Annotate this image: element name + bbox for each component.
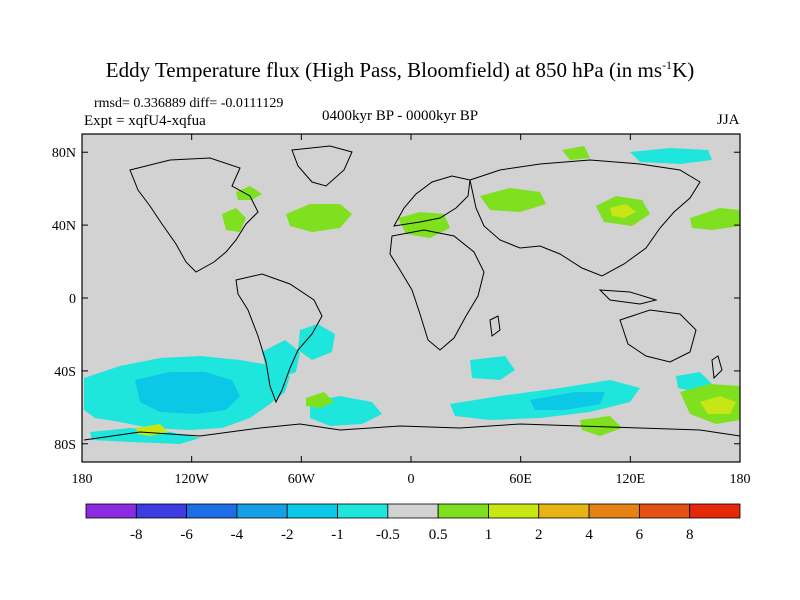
colorbar-label: 1: [485, 527, 493, 543]
lat-label: 80N: [52, 146, 76, 161]
colorbar-label: -1: [331, 527, 344, 543]
figure-title: Eddy Temperature flux (High Pass, Bloomf…: [105, 58, 695, 82]
positive-region-greenland: [236, 186, 262, 200]
negative-region-arctic-asia: [630, 148, 712, 164]
latitude-labels: 80N 40N 0 40S 80S: [52, 146, 76, 453]
period-line: 0400kyr BP - 0000kyr BP: [322, 108, 479, 124]
negative-region-south-indian: [470, 356, 515, 380]
colorbar-label: 2: [535, 527, 543, 543]
colorbar-label: -8: [130, 527, 143, 543]
positive-region-south-atlantic: [306, 392, 334, 408]
colorbar-swatch: [538, 503, 590, 519]
experiment-line: Expt = xqfU4-xqfua: [84, 113, 206, 129]
colorbar-swatch: [689, 503, 741, 519]
colorbar-swatch: [135, 503, 188, 519]
lon-label: 120E: [616, 472, 646, 487]
season-label: JJA: [717, 112, 740, 128]
negative-core-indian-ocean: [530, 392, 605, 410]
colorbar-swatch: [588, 503, 640, 519]
colorbar-swatch: [638, 503, 691, 519]
lon-label: 180: [730, 472, 751, 487]
coast-greenland: [291, 145, 353, 187]
axis-ticks: [81, 134, 741, 462]
negative-core-south-pacific: [135, 372, 240, 414]
colorbar-swatch: [236, 503, 288, 519]
colorbar-label: 8: [686, 527, 694, 543]
lat-label: 80S: [54, 438, 76, 453]
colorbar: -8 -6 -4 -2 -1 -0.5 0.5 1 2 4 6 8: [85, 503, 741, 543]
longitude-labels: 180 120W 60W 0 60E 120E 180: [72, 472, 751, 487]
coast-asia: [469, 159, 701, 277]
colorbar-swatch: [286, 503, 338, 519]
colorbar-label: -4: [231, 527, 244, 543]
colorbar-swatch: [488, 503, 540, 519]
lon-label: 120W: [175, 472, 210, 487]
positive-core-east-asia: [610, 204, 636, 218]
positive-core-southeast-pacific: [700, 396, 736, 414]
colorbar-label: 0.5: [429, 527, 448, 543]
lat-label: 0: [69, 292, 76, 307]
negative-region-antarctic-coast: [90, 428, 200, 444]
coast-indonesia: [598, 289, 658, 305]
negative-region-argentina: [262, 340, 300, 378]
coast-madagascar: [489, 315, 501, 337]
stats-line: rmsd= 0.336889 diff= -0.0111129: [94, 96, 284, 111]
colorbar-label: 4: [585, 527, 593, 543]
positive-region-central-asia: [480, 188, 546, 212]
colorbar-swatch: [85, 503, 137, 519]
lon-label: 60E: [509, 472, 532, 487]
positive-region-north-america: [222, 208, 246, 232]
coast-south-america: [235, 273, 323, 404]
positive-region-north-atlantic: [286, 204, 352, 232]
colorbar-label: 6: [636, 527, 644, 543]
colorbar-label: -2: [281, 527, 294, 543]
positive-region-arctic: [562, 146, 590, 160]
lon-label: 180: [72, 472, 93, 487]
coast-australia: [619, 309, 697, 363]
coast-new-zealand: [711, 355, 723, 380]
colorbar-label: -0.5: [376, 527, 400, 543]
positive-region-pacific-nw: [690, 208, 740, 230]
coast-north-america: [129, 157, 259, 273]
lon-label: 0: [408, 472, 415, 487]
anomaly-shading: [84, 146, 740, 444]
lat-label: 40S: [54, 365, 76, 380]
coast-africa: [389, 229, 485, 351]
colorbar-swatch: [337, 503, 389, 519]
colorbar-swatch: [437, 503, 489, 519]
colorbar-swatch: [186, 503, 238, 519]
negative-region-chile: [298, 324, 335, 360]
positive-region-south-indian: [580, 416, 622, 436]
colorbar-swatch: [387, 503, 439, 519]
coast-antarctica: [83, 423, 741, 441]
lat-label: 40N: [52, 219, 76, 234]
coastlines: [83, 145, 741, 441]
colorbar-label: -6: [180, 527, 193, 543]
lon-label: 60W: [288, 472, 316, 487]
